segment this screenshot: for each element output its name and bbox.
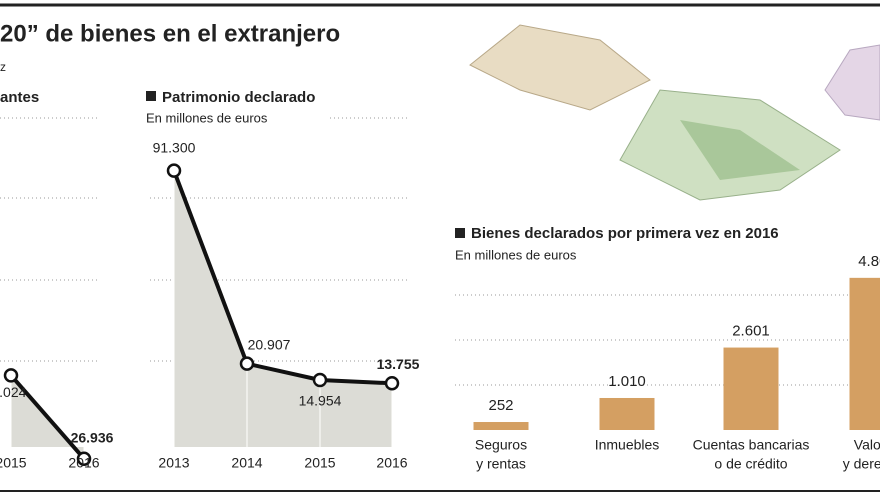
value-label: 30.024 [0, 384, 27, 400]
bar [599, 397, 655, 430]
x-tick-label: 2015 [0, 455, 27, 471]
x-tick-label: 2015 [304, 455, 335, 471]
chart-title: Bienes declarados por primera vez en 201… [471, 225, 779, 242]
banknote-illustration [469, 24, 880, 201]
value-label: 20.907 [248, 336, 291, 352]
point [312, 372, 328, 388]
title: 20” de bienes en el extranjero [0, 20, 340, 47]
value-label: 13.755 [377, 356, 420, 372]
value-label: 252 [488, 397, 513, 414]
point [76, 451, 92, 466]
x-tick-label: Valores [854, 437, 880, 453]
grid-lines [0, 117, 880, 386]
x-tick-label: Inmuebles [595, 437, 660, 453]
value-label: 26.936 [71, 429, 114, 445]
point [166, 163, 182, 178]
x-tick-label: Seguros [475, 437, 527, 453]
bar [723, 347, 779, 430]
x-tick-label: o de crédito [714, 456, 787, 472]
subtitle: z [0, 60, 6, 74]
point [239, 356, 255, 371]
x-tick-label: 2013 [158, 455, 189, 471]
chart-subtitle: En millones de euros [455, 247, 577, 262]
x-tick-label: Cuentas bancarias [693, 437, 810, 453]
chart-title: antes [0, 89, 39, 106]
title-square [146, 91, 156, 101]
x-tick-label: y derechos [843, 456, 880, 472]
area [174, 170, 392, 447]
point [384, 376, 400, 391]
bar [473, 422, 529, 430]
chart-title: Patrimonio declarado [162, 89, 315, 106]
value-label: 2.601 [732, 323, 770, 340]
chart-subtitle: En millones de euros [146, 110, 268, 125]
bar [849, 277, 880, 430]
x-tick-label: 2016 [68, 455, 99, 471]
value-label: 1.010 [608, 373, 646, 390]
x-tick-label: 2016 [376, 455, 407, 471]
value-label: 91.300 [153, 139, 196, 155]
value-label: 4.800 [858, 253, 880, 270]
x-tick-label: y rentas [476, 456, 526, 472]
title-square [455, 228, 465, 238]
x-tick-label: 2014 [231, 455, 262, 471]
value-label: 14.954 [299, 393, 342, 409]
line [9, 374, 86, 461]
line [172, 169, 393, 386]
point [3, 368, 19, 383]
